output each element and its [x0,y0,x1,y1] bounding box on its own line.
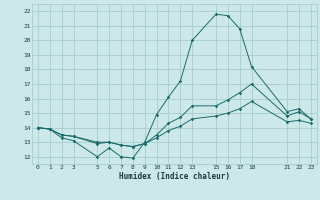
X-axis label: Humidex (Indice chaleur): Humidex (Indice chaleur) [119,172,230,181]
